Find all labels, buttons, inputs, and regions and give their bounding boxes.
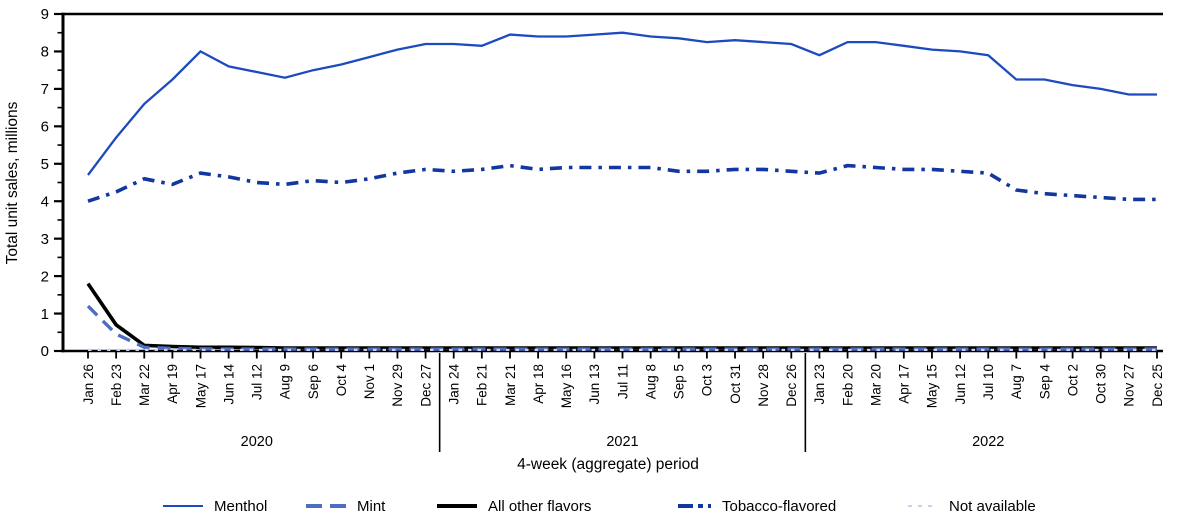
x-tick-label: Jul 12 bbox=[250, 364, 265, 400]
x-tick-label: May 15 bbox=[925, 364, 940, 408]
y-tick-label: 9 bbox=[41, 6, 49, 23]
y-tick-label: 2 bbox=[41, 268, 49, 285]
x-tick-label: May 16 bbox=[559, 364, 574, 408]
x-tick-label: Sep 4 bbox=[1037, 364, 1052, 400]
x-tick-label: Oct 4 bbox=[334, 364, 349, 397]
x-tick-label: Feb 20 bbox=[840, 364, 855, 406]
x-tick-label: Mar 20 bbox=[868, 364, 883, 406]
y-tick-label: 7 bbox=[41, 81, 49, 98]
y-tick-label: 8 bbox=[41, 44, 49, 61]
x-tick-label: Aug 8 bbox=[643, 364, 658, 399]
x-tick-label: Nov 1 bbox=[362, 364, 377, 399]
x-tick-label: Oct 3 bbox=[700, 364, 715, 396]
year-label: 2021 bbox=[606, 434, 638, 450]
x-tick-label: Apr 17 bbox=[897, 364, 912, 404]
series-mint-line bbox=[86, 304, 1157, 351]
x-tick-label: Aug 7 bbox=[1009, 364, 1024, 399]
x-tick-label: Jan 24 bbox=[447, 364, 462, 405]
y-tick-label: 4 bbox=[41, 193, 49, 210]
y-tick-label: 0 bbox=[41, 343, 49, 360]
x-tick-label: Sep 6 bbox=[306, 364, 321, 399]
x-tick-label: Jan 26 bbox=[81, 364, 96, 405]
y-tick-label: 6 bbox=[41, 119, 49, 136]
x-tick-label: Apr 18 bbox=[531, 364, 546, 404]
x-tick-label: Nov 27 bbox=[1122, 364, 1137, 407]
x-tick-label: Nov 28 bbox=[756, 364, 771, 407]
x-tick-label: Oct 2 bbox=[1065, 364, 1080, 396]
series-tobacco-flavored-line bbox=[87, 163, 1157, 203]
year-label: 2022 bbox=[972, 434, 1004, 450]
x-tick-label: Sep 5 bbox=[672, 364, 687, 399]
y-tick-label: 1 bbox=[41, 306, 49, 323]
x-tick-label: Feb 21 bbox=[475, 364, 490, 406]
x-tick-label: Jun 12 bbox=[953, 364, 968, 405]
x-tick-label: Dec 25 bbox=[1150, 364, 1165, 407]
x-tick-label: Oct 30 bbox=[1094, 364, 1109, 404]
x-tick-label: Feb 23 bbox=[109, 364, 124, 406]
x-tick-label: Nov 29 bbox=[390, 364, 405, 407]
x-tick-label: Dec 26 bbox=[784, 364, 799, 407]
x-axis-title: 4-week (aggregate) period bbox=[517, 456, 699, 473]
x-tick-label: Jun 14 bbox=[221, 364, 236, 405]
x-tick-label: Aug 9 bbox=[278, 364, 293, 399]
x-tick-label: Mar 22 bbox=[137, 364, 152, 406]
series-menthol-line bbox=[87, 31, 1157, 176]
x-tick-label: May 17 bbox=[193, 364, 208, 408]
x-tick-label: Apr 19 bbox=[165, 364, 180, 404]
x-tick-label: Jun 13 bbox=[587, 364, 602, 405]
year-label: 2020 bbox=[241, 434, 273, 450]
x-tick-label: Jul 10 bbox=[981, 364, 996, 400]
y-axis-title: Total unit sales, millions bbox=[4, 101, 21, 264]
x-tick-label: Dec 27 bbox=[418, 364, 433, 407]
x-tick-label: Jul 11 bbox=[615, 364, 630, 399]
x-tick-label: Jan 23 bbox=[812, 364, 827, 405]
series-all-other-flavors-line bbox=[86, 282, 1157, 350]
y-tick-label: 3 bbox=[41, 231, 49, 248]
x-tick-label: Oct 31 bbox=[728, 364, 743, 404]
y-tick-label: 5 bbox=[41, 156, 49, 173]
x-tick-label: Mar 21 bbox=[503, 364, 518, 406]
